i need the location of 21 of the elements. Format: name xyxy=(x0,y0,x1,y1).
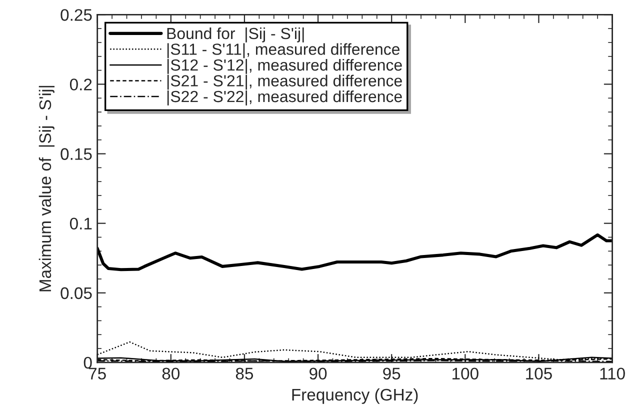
x-tick-label: 110 xyxy=(600,368,625,380)
y-axis-title: Maximum value of |Sij - S'ij| xyxy=(38,86,54,292)
y-tick-label: 0 xyxy=(84,356,92,369)
y-tick-label: 0.2 xyxy=(70,78,92,90)
x-tick-label: 85 xyxy=(236,368,254,380)
x-axis-title: Frequency (GHz) xyxy=(292,388,418,404)
legend-label: Bound for |Sij - S'ij| xyxy=(167,27,304,42)
x-tick-label: 75 xyxy=(88,368,106,380)
y-tick-label: 0.05 xyxy=(60,287,92,300)
x-tick-label: 105 xyxy=(526,368,552,380)
y-tick-label: 0.25 xyxy=(60,9,92,21)
legend-label: |S12 - S'12|, measured difference xyxy=(167,58,402,74)
x-tick-label: 90 xyxy=(310,368,327,380)
x-tick-label: 95 xyxy=(383,368,400,380)
legend-label: |S21 - S'21|, measured difference xyxy=(167,74,402,90)
x-tick-label: 100 xyxy=(452,368,478,380)
legend-label: |S22 - S'22|, measured difference xyxy=(167,90,402,106)
y-tick-label: 0.15 xyxy=(60,148,92,160)
x-tick-label: 80 xyxy=(162,368,180,380)
legend-label: |S11 - S'11|, measured difference xyxy=(167,43,400,58)
y-tick-label: 0.1 xyxy=(70,218,92,230)
